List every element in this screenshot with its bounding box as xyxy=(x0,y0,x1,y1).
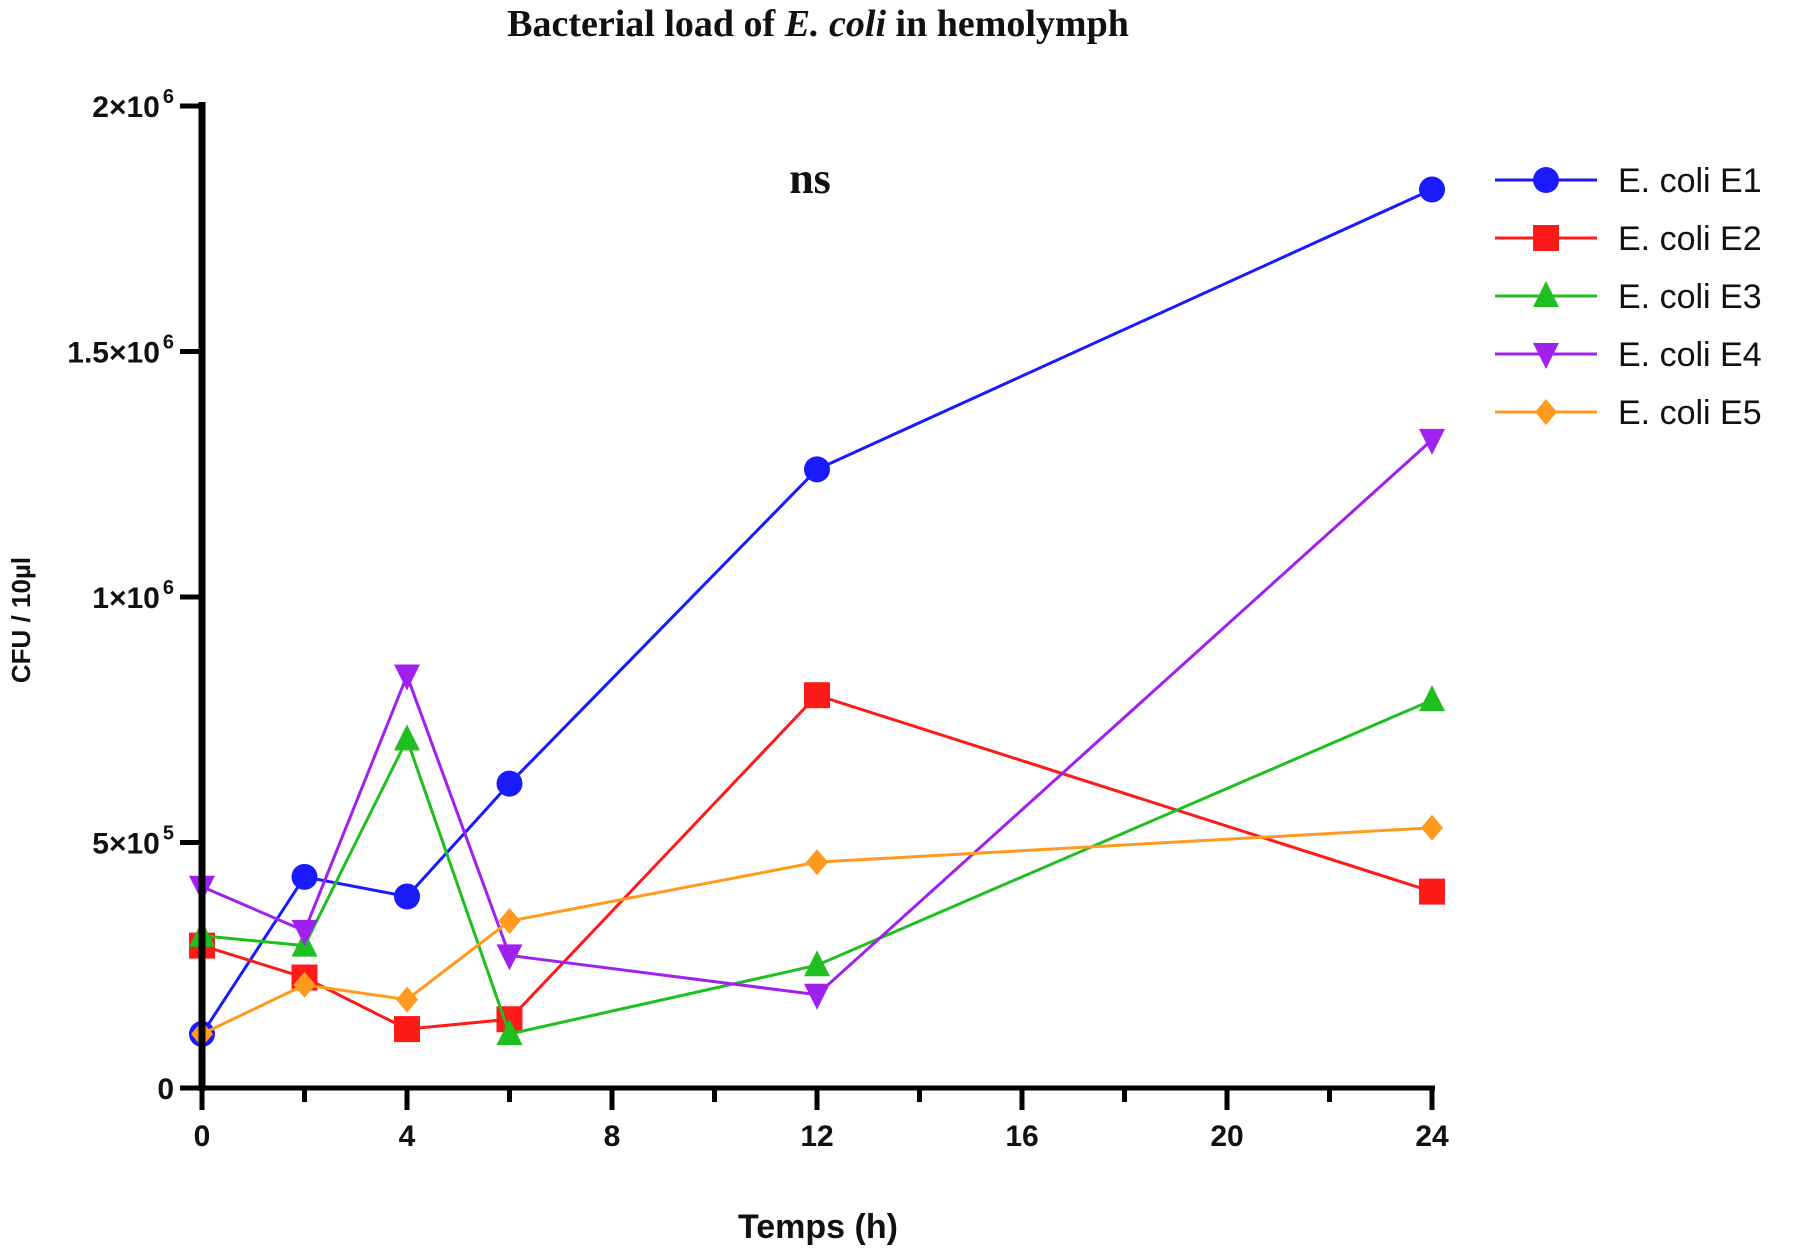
y-tick-exponent: 6 xyxy=(163,86,174,108)
data-point xyxy=(291,919,318,946)
x-tick-label: 0 xyxy=(194,1120,211,1153)
legend-marker xyxy=(1535,399,1557,425)
series-line xyxy=(201,693,1433,1031)
chart-title-italic: E. coli xyxy=(784,3,887,45)
data-point xyxy=(1419,878,1445,905)
y-tick-label: 1.5×10 6 xyxy=(67,332,174,370)
y-tick-mantissa: 5×10 xyxy=(92,828,160,861)
data-point xyxy=(806,849,828,876)
y-tick-mantissa: 2×10 xyxy=(92,91,160,124)
data-point xyxy=(496,770,523,797)
x-tick-label: 4 xyxy=(399,1120,416,1153)
data-point xyxy=(394,1016,420,1043)
plot-area xyxy=(189,176,1445,1047)
series-5 xyxy=(191,814,1443,1047)
y-tick-label: 2×10 6 xyxy=(92,86,174,124)
y-tick-exponent: 6 xyxy=(163,577,174,599)
x-tick-label: 12 xyxy=(800,1120,833,1153)
data-point xyxy=(293,971,316,998)
data-point xyxy=(804,456,830,483)
legend-item-2: E. coli E2 xyxy=(1495,220,1762,258)
legend-item-5: E. coli E5 xyxy=(1495,394,1762,432)
series-line xyxy=(201,438,1434,997)
y-tick-exponent: 5 xyxy=(163,823,174,845)
legend-label: E. coli E4 xyxy=(1618,336,1762,374)
y-tick-label: 5×10 5 xyxy=(92,823,174,861)
chart-title-part: in hemolymph xyxy=(886,3,1129,45)
legend-marker xyxy=(1533,281,1559,307)
data-point xyxy=(496,944,523,971)
x-tick-label: 8 xyxy=(604,1120,621,1153)
x-axis-label: Temps (h) xyxy=(738,1208,898,1246)
data-point xyxy=(394,883,420,910)
data-point xyxy=(1421,814,1443,841)
data-point xyxy=(496,1018,523,1045)
data-point xyxy=(291,863,318,890)
legend-item-4: E. coli E4 xyxy=(1495,336,1762,374)
data-point xyxy=(1419,176,1445,203)
data-point xyxy=(804,983,830,1010)
x-tick-label: 24 xyxy=(1415,1120,1449,1153)
data-point xyxy=(804,950,830,977)
legend: E. coli E1 E. coli E2 E. coli E3 E. coli E4… xyxy=(1495,162,1762,432)
chart-title: Bacterial load of E. coli in hemolymph xyxy=(507,3,1129,45)
legend-marker xyxy=(1533,343,1559,369)
data-point xyxy=(804,682,830,709)
series-4 xyxy=(189,428,1445,1010)
legend-label: E. coli E3 xyxy=(1618,278,1762,316)
legend-item-3: E. coli E3 xyxy=(1495,278,1762,316)
chart-title-part: Bacterial load of xyxy=(507,3,785,45)
y-tick-exponent: 6 xyxy=(163,332,174,354)
legend-label: E. coli E5 xyxy=(1618,394,1762,432)
y-tick-mantissa: 1×10 xyxy=(92,582,160,615)
data-point xyxy=(498,908,521,935)
x-tick-label: 16 xyxy=(1005,1120,1038,1153)
data-point xyxy=(394,664,420,691)
y-tick-label: 0 xyxy=(157,1073,174,1106)
data-point xyxy=(1419,428,1445,455)
series-line xyxy=(201,826,1433,1036)
y-tick-label: 1×10 6 xyxy=(92,577,174,615)
legend-label: E. coli E2 xyxy=(1618,220,1762,258)
legend-marker xyxy=(1533,225,1559,251)
legend-marker xyxy=(1533,167,1559,193)
x-tick-label: 20 xyxy=(1210,1120,1243,1153)
data-point xyxy=(394,724,420,751)
series-1 xyxy=(189,176,1445,1047)
y-axis-label: CFU / 10µl xyxy=(6,557,36,683)
legend-label: E. coli E1 xyxy=(1618,162,1762,200)
data-point xyxy=(396,986,418,1013)
significance-annotation: ns xyxy=(789,154,831,203)
data-point xyxy=(1419,685,1445,712)
series-line xyxy=(200,188,1433,1035)
y-tick-mantissa: 1.5×10 xyxy=(67,337,160,370)
series-line xyxy=(201,698,1433,1036)
y-tick-mantissa: 0 xyxy=(157,1073,174,1106)
legend-item-1: E. coli E1 xyxy=(1495,162,1762,200)
